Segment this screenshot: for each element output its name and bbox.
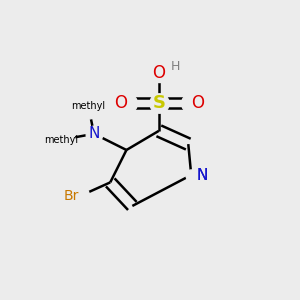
Text: N: N	[196, 167, 208, 182]
Text: O: O	[190, 94, 204, 112]
Text: N: N	[88, 126, 100, 141]
Text: Br: Br	[64, 189, 79, 202]
Text: O: O	[152, 64, 165, 82]
Text: N: N	[196, 167, 208, 182]
Text: O: O	[114, 94, 127, 112]
Text: methyl: methyl	[45, 135, 79, 145]
Text: methyl: methyl	[71, 101, 105, 111]
Text: S: S	[152, 94, 165, 112]
Text: H: H	[171, 60, 181, 73]
